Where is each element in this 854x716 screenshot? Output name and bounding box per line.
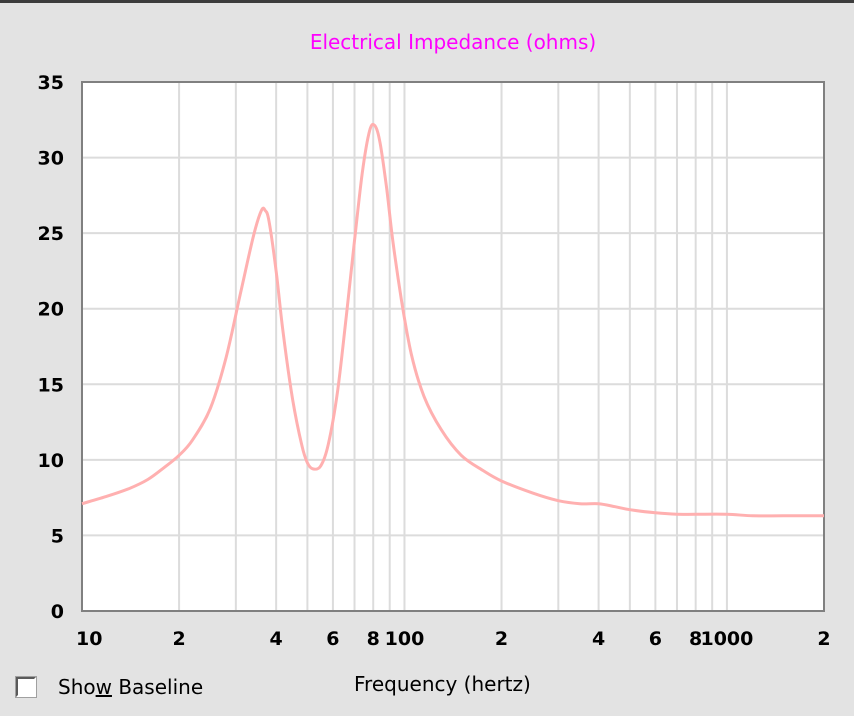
y-tick-label: 5	[51, 525, 64, 547]
plot-border	[81, 81, 825, 612]
x-tick-label: 8	[367, 628, 380, 650]
window-top-border	[0, 0, 854, 3]
y-tick-label: 15	[38, 374, 64, 396]
x-tick-label: 2	[495, 628, 508, 650]
x-tick-label: 6	[326, 628, 339, 650]
series-group	[81, 122, 824, 518]
x-tick-label: 4	[592, 628, 605, 650]
y-tick-label: 0	[51, 601, 64, 623]
x-tick-label: 100	[385, 628, 425, 650]
y-tick-label: 30	[38, 148, 64, 170]
y-tick-label: 20	[38, 299, 64, 321]
y-axis-ticks: 0 5 10 15 20 25 30 35	[38, 72, 64, 623]
impedance-curve	[81, 122, 824, 518]
y-tick-label: 35	[38, 72, 64, 94]
x-tick-label: 2	[172, 628, 185, 650]
x-tick-label: 2	[817, 628, 830, 650]
chart-title: Electrical Impedance (ohms)	[309, 30, 597, 54]
grid-lines	[81, 81, 825, 612]
show-baseline-label: Show Baseline	[58, 675, 204, 699]
show-baseline-checkbox[interactable]	[15, 676, 37, 698]
x-tick-label: 8	[689, 628, 702, 650]
x-tick-label: 1000	[700, 628, 753, 650]
y-tick-label: 10	[38, 450, 64, 472]
y-tick-label: 25	[38, 223, 64, 245]
plot-area	[81, 81, 825, 612]
x-tick-label: 6	[649, 628, 662, 650]
x-tick-label: 10	[76, 628, 102, 650]
x-axis-label: Frequency (hertz)	[354, 672, 531, 696]
show-baseline-toggle[interactable]: Show Baseline	[15, 674, 204, 700]
x-tick-label: 4	[270, 628, 283, 650]
